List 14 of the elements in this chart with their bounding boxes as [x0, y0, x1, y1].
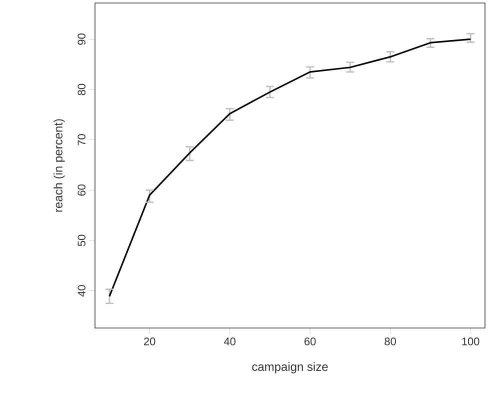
y-tick-label: 40 [78, 285, 86, 297]
x-tick-label: 80 [384, 338, 396, 346]
x-tick-label: 100 [462, 338, 480, 346]
x-tick-label: 20 [144, 338, 156, 346]
x-axis-title: campaign size [252, 362, 328, 374]
x-tick-label: 60 [304, 338, 316, 346]
x-tick-label: 40 [224, 338, 236, 346]
y-tick-label: 70 [78, 134, 86, 146]
y-tick-label: 90 [78, 34, 86, 45]
line-series [108, 38, 472, 298]
y-tick-label: 60 [78, 184, 86, 196]
y-tick-label: 50 [78, 234, 86, 246]
y-axis-title: reach (in percent) [54, 119, 65, 212]
y-tick-label: 80 [78, 84, 86, 96]
